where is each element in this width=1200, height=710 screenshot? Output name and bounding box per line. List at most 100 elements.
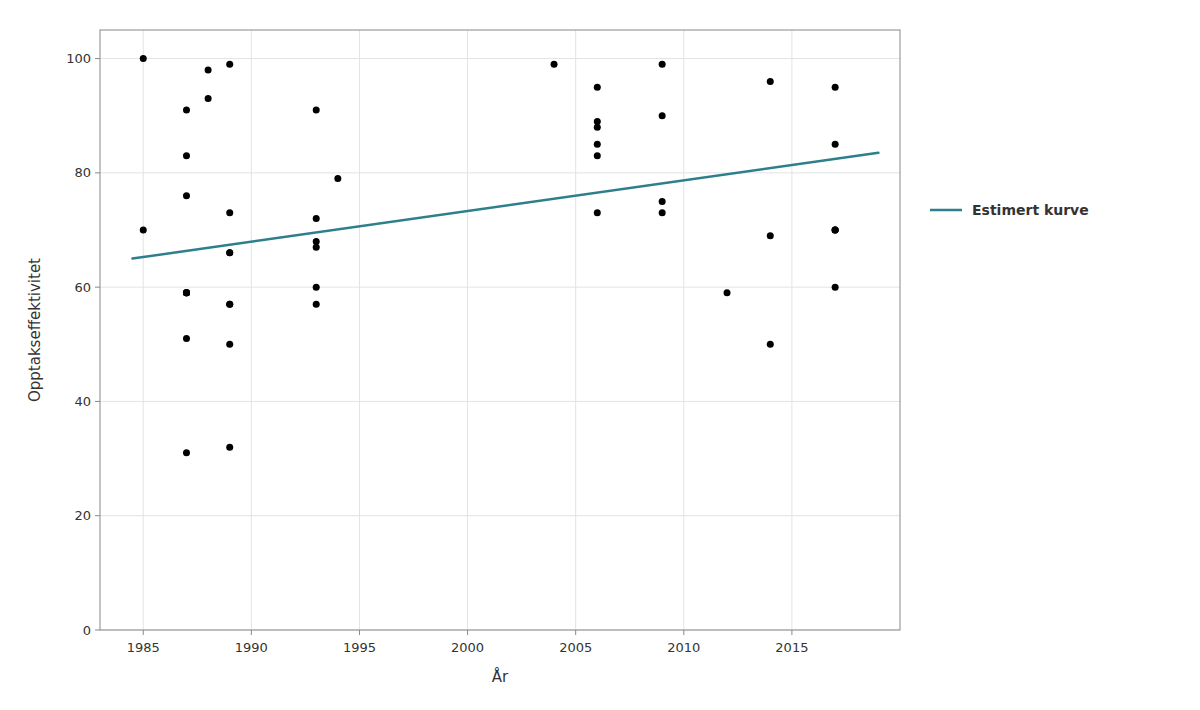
scatter-point [594,141,601,148]
tick-label-y: 80 [74,165,91,180]
scatter-point [183,289,190,296]
scatter-point [183,152,190,159]
scatter-point [724,289,731,296]
scatter-point [183,289,190,296]
tick-y [95,401,100,402]
scatter-point [140,55,147,62]
tick-label-x: 2005 [559,640,592,655]
scatter-point [183,107,190,114]
scatter-point [832,84,839,91]
data-area [132,55,878,456]
tick-label-y: 60 [74,280,91,295]
scatter-point [659,112,666,119]
scatter-point [832,141,839,148]
plot-background [100,30,900,630]
grid-line-y [100,515,900,516]
scatter-point [313,215,320,222]
scatter-point [832,227,839,234]
grid-line-x [143,30,144,630]
tick-x [467,630,468,635]
tick-label-x: 2010 [667,640,700,655]
scatter-point [832,227,839,234]
tick-x [359,630,360,635]
scatter-point [313,301,320,308]
tick-label-x: 2000 [451,640,484,655]
scatter-point [313,284,320,291]
tick-x [683,630,684,635]
grid-line-y [100,401,900,402]
scatter-point [183,335,190,342]
chart-container: 1985 1990 1995 2000 2005 2010 2015 0 20 40 60 80 100… [0,0,1200,710]
scatter-point [226,61,233,68]
grid-line-x [251,30,252,630]
scatter-series [140,55,839,456]
grid-line-x [467,30,468,630]
scatter-point [226,341,233,348]
chart-svg: 1985 1990 1995 2000 2005 2010 2015 0 20 40 60 80 100… [0,0,1200,710]
tick-label-y: 100 [66,51,91,66]
grid-line-x [791,30,792,630]
scatter-point [205,67,212,74]
tick-label-x: 2015 [775,640,808,655]
tick-y [95,58,100,59]
scatter-point [140,227,147,234]
tick-label-y: 40 [74,394,91,409]
tick-label-x: 1985 [127,640,160,655]
grid-line-y [100,287,900,288]
grid-line-x [683,30,684,630]
legend-label: Estimert kurve [972,202,1089,218]
scatter-point [594,152,601,159]
tick-label-y: 0 [83,623,91,638]
scatter-point [334,175,341,182]
legend: Estimert kurve [930,202,1089,218]
scatter-point [183,289,190,296]
scatter-point [659,61,666,68]
plot-frame [100,30,900,630]
scatter-point [767,78,774,85]
tick-x [791,630,792,635]
scatter-point [205,95,212,102]
scatter-point [226,301,233,308]
tick-label-x: 1995 [343,640,376,655]
grid-line-x [359,30,360,630]
scatter-point [226,301,233,308]
scatter-point [594,84,601,91]
scatter-point [226,249,233,256]
scatter-point [313,107,320,114]
grid-line-y [100,58,900,59]
axes: 1985 1990 1995 2000 2005 2010 2015 0 20 40 60 80 100 [66,30,900,655]
scatter-point [551,61,558,68]
tick-y [95,287,100,288]
grid [100,30,900,630]
grid-line-x [575,30,576,630]
scatter-point [226,444,233,451]
tick-label-y: 20 [74,508,91,523]
scatter-point [832,227,839,234]
scatter-point [183,192,190,199]
tick-x [143,630,144,635]
legend-swatch [930,209,962,212]
scatter-point [183,289,190,296]
trend-line [132,153,878,259]
tick-label-x: 1990 [235,640,268,655]
scatter-point [226,209,233,216]
scatter-point [832,284,839,291]
scatter-point [313,244,320,251]
scatter-point [767,341,774,348]
y-axis-label: Opptakseffektivitet [26,258,44,402]
scatter-point [659,209,666,216]
tick-x [575,630,576,635]
tick-y [95,515,100,516]
scatter-point [594,124,601,131]
x-axis-label: År [492,667,509,686]
tick-y [95,172,100,173]
scatter-point [594,209,601,216]
tick-x [251,630,252,635]
scatter-point [226,249,233,256]
scatter-point [767,232,774,239]
grid-line-y [100,172,900,173]
scatter-point [659,198,666,205]
tick-y [95,630,100,631]
scatter-point [183,449,190,456]
scatter-point [183,289,190,296]
